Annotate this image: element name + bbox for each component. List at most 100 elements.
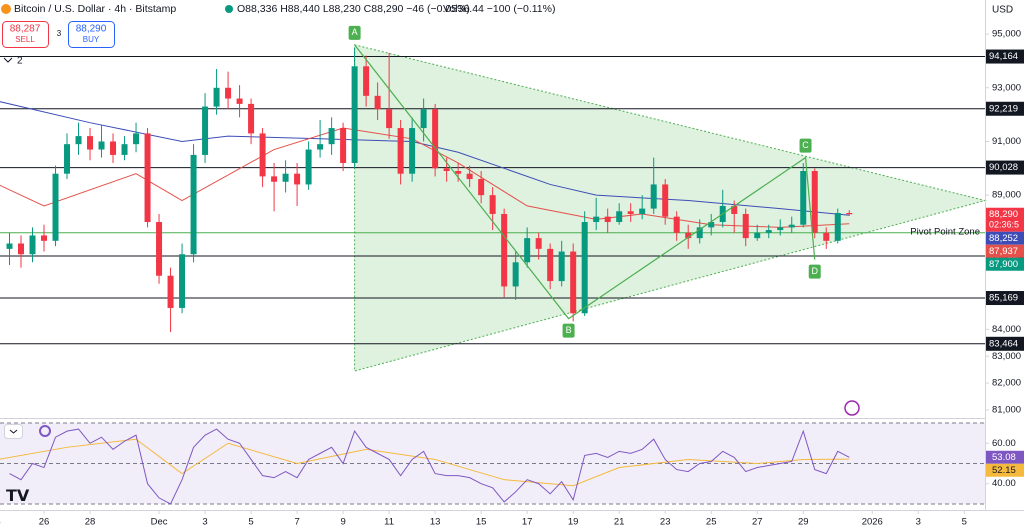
level-tag-label: 92,219 (989, 103, 1018, 114)
candle-body (202, 106, 209, 155)
x-tick-label: 5 (248, 517, 253, 528)
pattern-label: C (802, 140, 809, 150)
candle-body (87, 136, 94, 150)
candle-body (328, 128, 335, 145)
collapse-icon[interactable] (3, 57, 13, 63)
buy-button[interactable] (68, 21, 115, 48)
level-tag (986, 336, 1024, 351)
level-tag (986, 160, 1024, 175)
candle-body (156, 222, 163, 276)
candle-body (248, 103, 255, 134)
x-tick-label: 23 (660, 517, 671, 528)
candle-body (466, 173, 473, 180)
price-tag-label: 88,290 (989, 209, 1018, 220)
candle-body (52, 173, 59, 241)
status-dot (225, 5, 233, 13)
candle-body (432, 109, 439, 169)
y-tick-label: 82,000 (992, 378, 1021, 389)
pattern-label: B (566, 325, 572, 335)
symbol[interactable]: Bitcoin / U.S. Dollar · 4h · Bitstamp (14, 3, 176, 15)
sell-button[interactable] (2, 21, 49, 48)
candle-body (765, 230, 772, 233)
pane-toggle-icon (9, 429, 18, 434)
candle-body (18, 243, 25, 255)
candle-body (524, 238, 531, 263)
candle-body (581, 222, 588, 314)
candle-body (41, 235, 48, 241)
candle-body (110, 141, 117, 155)
pane-toggle[interactable] (4, 424, 23, 439)
candle-body (6, 243, 13, 249)
ai-icon[interactable] (844, 400, 860, 416)
candle-body (535, 238, 542, 249)
candle-body (662, 184, 669, 217)
candle-body (478, 179, 485, 196)
candle-body (294, 173, 301, 185)
candle-body (512, 262, 519, 287)
y-tick-label: 89,000 (992, 190, 1021, 201)
candle-body (179, 254, 186, 308)
indicator-count[interactable]: 2 (17, 56, 23, 67)
candle-body (259, 133, 266, 177)
price-tag-label: 87,900 (989, 259, 1018, 270)
y-tick-label: 93,000 (992, 82, 1021, 93)
candle-body (443, 168, 450, 172)
value-tag (986, 463, 1024, 477)
sell-price: 88,287 (10, 24, 41, 35)
rsi-icon[interactable] (39, 425, 51, 437)
x-tick-label: 5 (962, 517, 967, 528)
candle-body (846, 213, 853, 215)
y-tick-label: 91,000 (992, 136, 1021, 147)
rsi-line (9, 428, 850, 505)
candle-body (455, 171, 462, 174)
candle-body (190, 154, 197, 255)
candle-body (650, 184, 657, 209)
candle-body (604, 216, 611, 223)
level-tag (986, 101, 1024, 116)
moving-average (0, 101, 850, 216)
candle-body (409, 128, 416, 174)
value-tag-label: 53.08 (992, 452, 1016, 463)
candle-body (788, 224, 795, 228)
candle-body (282, 173, 289, 182)
y-tick-label: 83,000 (992, 351, 1021, 362)
x-tick-label: 9 (340, 517, 345, 528)
x-tick-label: 29 (798, 517, 809, 528)
candle-body (213, 87, 220, 107)
candle-body (397, 128, 404, 174)
candle-body (593, 216, 600, 223)
level-tag (986, 291, 1024, 306)
candle-body (225, 87, 232, 99)
candle-body (75, 136, 82, 145)
ohlc: O88,336 H88,440 L88,230 C88,290 −46 (−0.… (237, 3, 470, 15)
level-tag-label: 85,169 (989, 293, 1018, 304)
candle-body (29, 235, 36, 255)
candle-body (386, 109, 393, 129)
candle-body (271, 176, 278, 182)
volume: Vol36.44 −100 (−0.11%) (443, 3, 555, 15)
candle-body (317, 144, 324, 150)
pattern-line (354, 44, 816, 320)
candle-body (811, 171, 818, 233)
currency: USD (992, 5, 1013, 16)
pattern-badge (562, 323, 575, 338)
y-tick-label: 40.00 (992, 478, 1016, 489)
pivot-label: Pivot Point Zone (910, 226, 980, 237)
y-tick-label: 81,000 (992, 404, 1021, 415)
value-tag-label: 52.15 (992, 465, 1016, 476)
candle-body (777, 227, 784, 231)
candle-body (570, 251, 577, 314)
symbol-icon (1, 4, 11, 14)
candle-body (64, 144, 71, 174)
rsi-line (0, 438, 850, 487)
candle-body (800, 171, 807, 225)
candle-body (754, 232, 761, 239)
x-tick-label: 19 (568, 517, 579, 528)
candle-body (823, 232, 830, 241)
x-tick-label: 17 (522, 517, 533, 528)
candle-body (167, 275, 174, 308)
y-tick-label: 95,000 (992, 29, 1021, 40)
candle-body (834, 213, 841, 241)
level-tag-label: 90,028 (989, 162, 1018, 173)
candle-body (673, 216, 680, 233)
